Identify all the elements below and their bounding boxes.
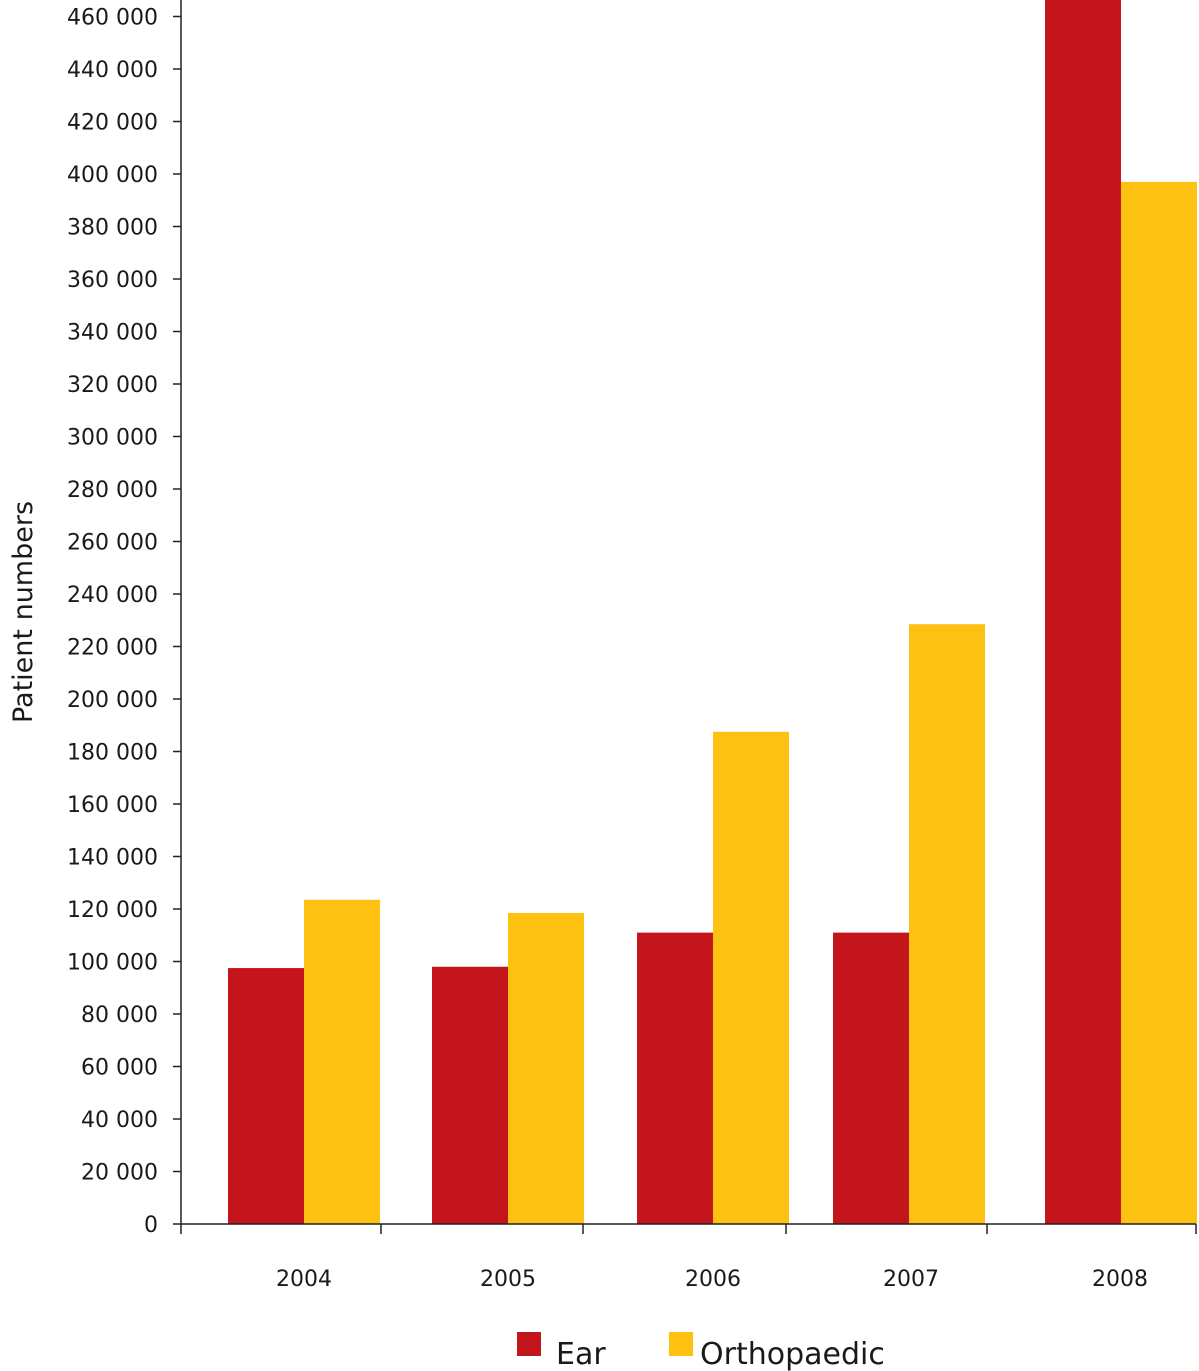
y-tick-label: 420 000 [67,111,158,136]
bar-ear-2005 [432,966,508,1224]
y-tick-label: 460 000 [67,6,158,31]
y-tick-label: 340 000 [67,321,158,346]
y-tick-label: 280 000 [67,478,158,503]
legend-label-ear: Ear [556,1337,606,1371]
bar-orthopaedic-2007 [909,624,985,1224]
bar-ear-2006 [637,932,713,1224]
x-tick-label: 2008 [1092,1267,1148,1292]
y-tick-label: 260 000 [67,531,158,556]
y-tick-label: 400 000 [67,163,158,188]
legend-swatch-orthopaedic [669,1332,693,1356]
bar-orthopaedic-2006 [713,731,789,1224]
y-tick-label: 60 000 [81,1056,158,1081]
bars-group [228,0,1197,1224]
y-tick-label: 100 000 [67,951,158,976]
bar-ear-2008 [1045,0,1121,1224]
legend-swatch-ear [517,1332,541,1356]
y-tick-label: 360 000 [67,268,158,293]
y-tick-label: 380 000 [67,216,158,241]
bar-orthopaedic-2005 [508,912,584,1224]
bar-orthopaedic-2008 [1121,181,1197,1224]
bar-ear-2004 [228,968,304,1224]
y-tick-label: 140 000 [67,846,158,871]
x-tick-label: 2007 [883,1267,939,1292]
y-tick-label: 120 000 [67,898,158,923]
y-tick-label: 440 000 [67,58,158,83]
y-axis-title: Patient numbers [8,501,39,723]
y-tick-label: 180 000 [67,741,158,766]
legend: Ear Orthopaedic [517,1332,885,1371]
x-tick-label: 2004 [276,1267,332,1292]
bar-ear-2007 [833,932,909,1224]
y-tick-label: 240 000 [67,583,158,608]
bar-orthopaedic-2004 [304,899,380,1224]
legend-label-orthopaedic: Orthopaedic [700,1337,885,1371]
y-tick-label: 320 000 [67,373,158,398]
x-axis: 2004 2005 2006 2007 2008 [180,1223,1197,1292]
y-tick-label: 40 000 [81,1108,158,1133]
y-tick-label: 300 000 [67,426,158,451]
y-tick-label: 200 000 [67,688,158,713]
y-tick-label: 220 000 [67,636,158,661]
y-tick-label: 20 000 [81,1161,158,1186]
x-tick-label: 2006 [685,1267,741,1292]
y-axis: 0 20 000 40 000 60 000 80 000 100 000 120 000 1… [67,0,182,1238]
y-tick-label: 80 000 [81,1003,158,1028]
y-tick-label: 0 [144,1213,158,1238]
x-tick-label: 2005 [480,1267,536,1292]
y-tick-label: 160 000 [67,793,158,818]
